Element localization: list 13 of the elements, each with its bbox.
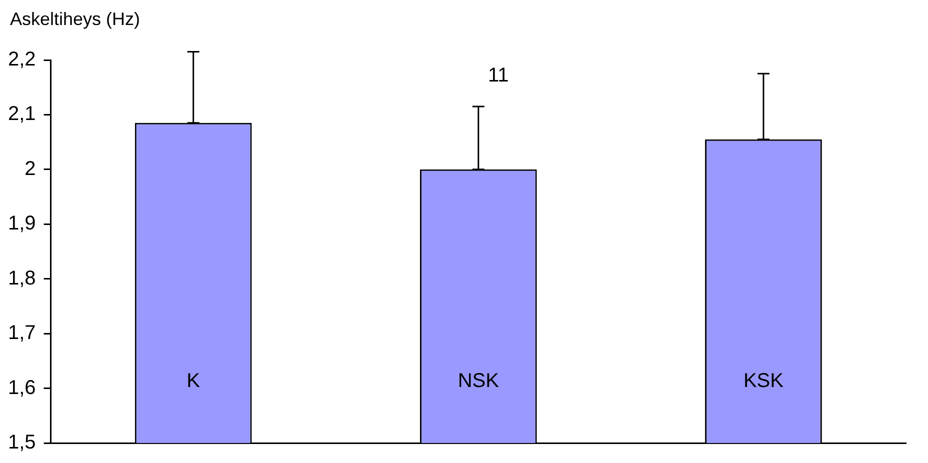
y-tick-label: 2 (24, 158, 36, 180)
y-tick-label: 2,2 (8, 48, 36, 71)
y-tick-label: 1,9 (8, 212, 36, 235)
y-tick-label: 1,6 (8, 376, 36, 399)
y-axis-title: Askeltiheys (Hz) (10, 8, 140, 29)
y-tick-label: 2,1 (8, 103, 36, 126)
x-tick-label: NSK (458, 370, 500, 392)
y-tick-label: 1,7 (8, 322, 36, 344)
y-tick-label: 1,5 (8, 432, 36, 454)
y-tick-label: 1,8 (8, 267, 36, 290)
x-tick-label: K (186, 370, 201, 392)
x-tick-label: KSK (743, 370, 784, 392)
annotation: 11 (488, 64, 509, 87)
